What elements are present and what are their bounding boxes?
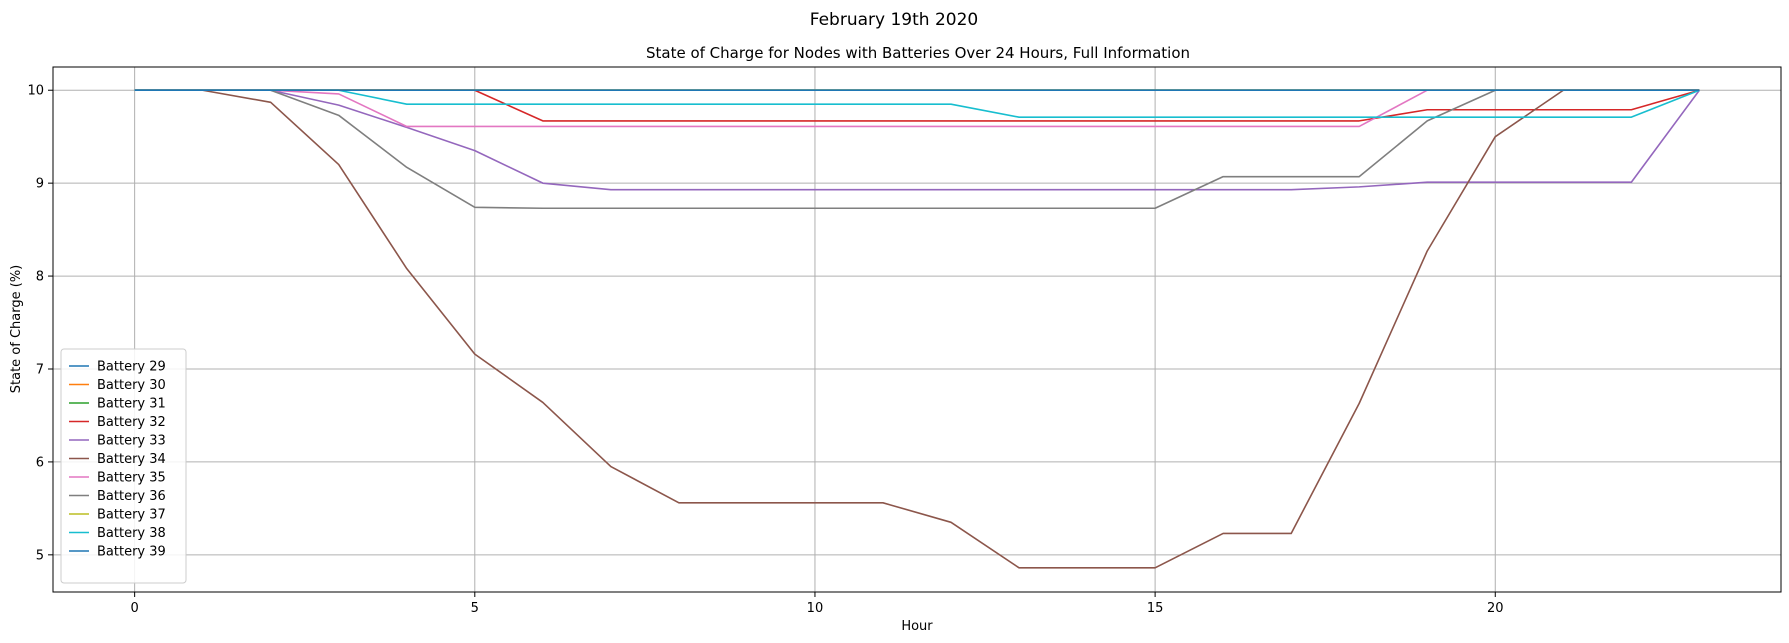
- chart-title: State of Charge for Nodes with Batteries…: [646, 44, 1190, 62]
- chart-legend: Battery 29 Battery 30 Battery 31 Battery 32…: [60, 348, 187, 584]
- x-tick-label: 0: [130, 601, 138, 616]
- figure-suptitle: February 19th 2020: [810, 10, 978, 30]
- y-tick-label: 9: [36, 177, 44, 192]
- legend-label: Battery 33: [97, 434, 166, 449]
- legend-label: Battery 31: [97, 397, 166, 412]
- plot-background: [53, 67, 1781, 592]
- y-tick-label: 5: [36, 548, 44, 563]
- plot-frame: [52, 66, 1782, 593]
- y-tick-label: 6: [36, 455, 44, 470]
- legend-label: Battery 38: [97, 526, 166, 541]
- y-axis-label: State of Charge (%): [9, 265, 24, 393]
- y-axis-ticks: 5 6 7 8 9 10: [27, 84, 53, 563]
- series-line-battery-38: [134, 89, 1700, 118]
- y-tick-label: 8: [36, 270, 44, 285]
- legend-label: Battery 29: [97, 360, 166, 375]
- legend-label: Battery 37: [97, 508, 166, 523]
- legend-label: Battery 30: [97, 378, 166, 393]
- x-axis-label: Hour: [901, 619, 933, 634]
- y-tick-label: 7: [36, 362, 44, 377]
- plot-area: 0 5 10 15 20 5 6 7 8 9 10: [27, 66, 1782, 616]
- legend-box: [60, 348, 187, 584]
- series-line-battery-33: [134, 89, 1701, 191]
- series-line-battery-34: [134, 89, 1700, 569]
- x-tick-label: 10: [807, 601, 824, 616]
- legend-label: Battery 35: [97, 471, 166, 486]
- legend-label: Battery 39: [97, 545, 166, 560]
- legend-label: Battery 34: [97, 452, 166, 467]
- x-axis-ticks: 0 5 10 15 20: [130, 592, 1504, 616]
- x-tick-label: 5: [471, 601, 479, 616]
- series-lines: [134, 89, 1701, 569]
- y-tick-label: 10: [27, 84, 44, 99]
- legend-label: Battery 32: [97, 415, 166, 430]
- series-line-battery-36: [134, 89, 1700, 210]
- x-tick-label: 20: [1487, 601, 1504, 616]
- legend-label: Battery 36: [97, 489, 166, 504]
- x-tick-label: 15: [1147, 601, 1164, 616]
